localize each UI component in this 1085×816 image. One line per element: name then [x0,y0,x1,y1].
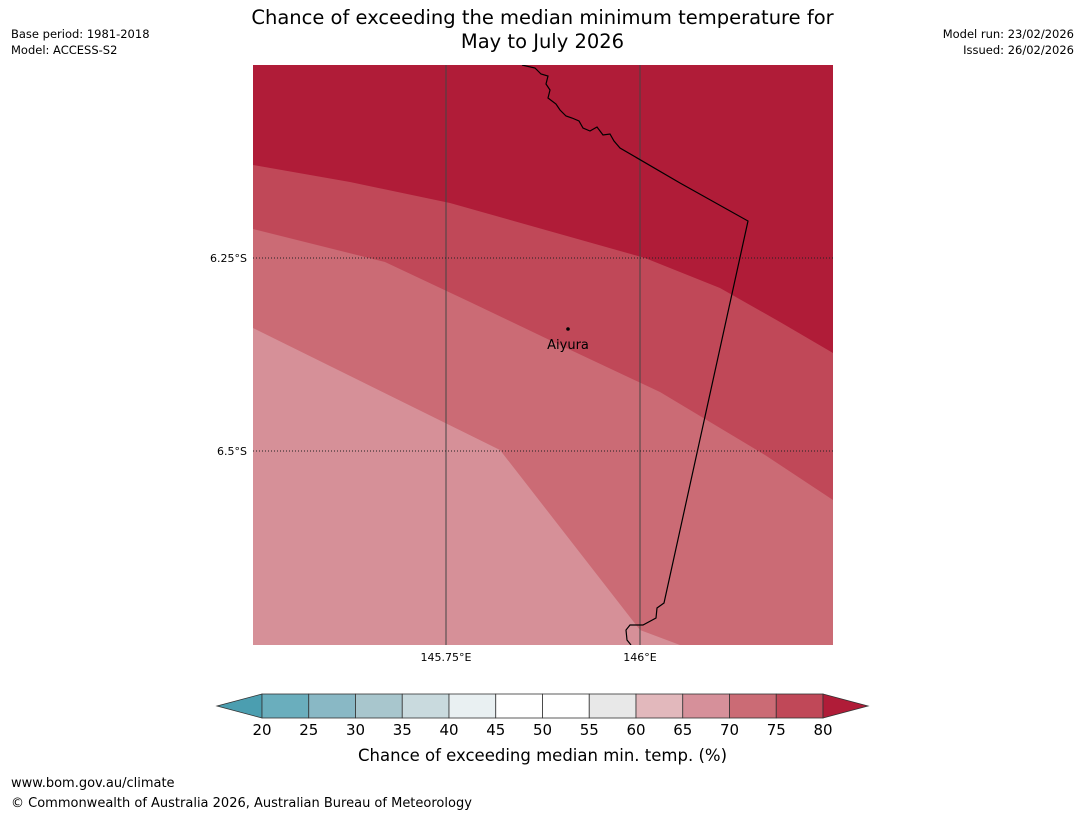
colorbar-bin [682,693,730,719]
base-period: Base period: 1981-2018 [11,27,150,41]
colorbar-bin [308,693,356,719]
colorbar-tick-label: 70 [720,721,739,739]
colorbar-tick-label: 40 [439,721,458,739]
lat-label-6-5: 6.5°S [217,445,247,458]
lat-label-6-25: 6.25°S [210,252,247,265]
colorbar-bin [401,693,450,719]
colorbar-bin [355,693,403,719]
map-title-line1: Chance of exceeding the median minimum t… [251,6,834,29]
colorbar-tick-label: 75 [767,721,786,739]
colorbar-tick-label: 50 [533,721,552,739]
colorbar-arrow-high [822,693,870,719]
colorbar: 20 25 30 35 40 45 50 55 60 65 70 75 80 [215,693,870,739]
colorbar-bin [729,693,777,719]
colorbar-tick-label: 35 [393,721,412,739]
model-name: Model: ACCESS-S2 [11,43,118,57]
map-title-line2: May to July 2026 [460,30,625,53]
meta-right: Model run: 23/02/2026 Issued: 26/02/2026 [943,26,1074,58]
aiyura-marker [566,327,570,331]
footer-url: www.bom.gov.au/climate [11,776,175,791]
colorbar-bin [448,693,497,719]
colorbar-bin [261,693,310,719]
colorbar-bin [542,693,590,719]
lon-label-146: 146°E [623,651,656,664]
lon-label-145-75: 145.75°E [421,651,472,664]
colorbar-tick-label: 20 [252,721,271,739]
colorbar-tick-label: 60 [626,721,645,739]
colorbar-bin [495,693,543,719]
footer-copyright: © Commonwealth of Australia 2026, Austra… [11,796,472,811]
aiyura-label: Aiyura [547,338,589,353]
colorbar-tick-label: 45 [486,721,505,739]
model-run: Model run: 23/02/2026 [942,27,1074,41]
meta-left: Base period: 1981-2018 Model: ACCESS-S2 [11,26,150,58]
zone-above-80 [253,65,833,353]
province-boundary [521,65,749,645]
colorbar-label: Chance of exceeding median min. temp. (%… [357,746,728,765]
colorbar-arrow-low [215,693,263,719]
map-title: Chance of exceeding the median minimum t… [0,6,1085,54]
colorbar-tick-label: 25 [299,721,318,739]
colorbar-tick-label: 30 [346,721,365,739]
colorbar-tick-label: 65 [673,721,692,739]
colorbar-bin [775,693,824,719]
colorbar-tick-label: 55 [580,721,599,739]
colorbar-bin [635,693,684,719]
issued-date: Issued: 26/02/2026 [963,43,1074,57]
colorbar-tick-label: 80 [813,721,832,739]
colorbar-bin [588,693,637,719]
